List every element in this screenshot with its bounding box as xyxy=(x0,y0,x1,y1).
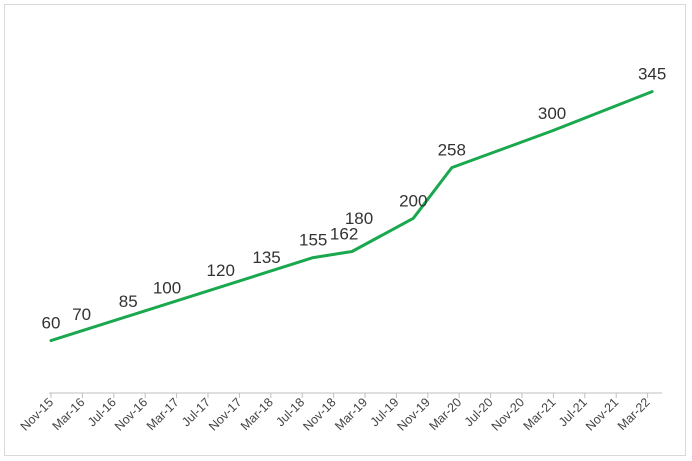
x-tick-label: Nov-17 xyxy=(206,395,244,433)
x-tick-label: Mar-16 xyxy=(50,395,88,433)
data-label: 60 xyxy=(42,314,61,333)
series-line xyxy=(49,90,654,343)
x-tick-label: Mar-18 xyxy=(238,395,276,433)
data-label: 162 xyxy=(330,224,358,243)
x-tick-label: Nov-19 xyxy=(395,395,433,433)
data-label: 85 xyxy=(119,292,138,311)
x-tick-label: Nov-16 xyxy=(112,395,150,433)
x-tick-label: Mar-19 xyxy=(332,395,370,433)
data-label: 258 xyxy=(438,141,466,160)
x-tick-label: Nov-15 xyxy=(18,395,56,433)
data-label: 100 xyxy=(153,279,181,298)
x-tick-label: Mar-22 xyxy=(615,395,653,433)
data-label: 200 xyxy=(399,191,427,210)
x-tick-label: Mar-17 xyxy=(144,395,182,433)
data-label: 180 xyxy=(345,209,373,228)
data-label: 70 xyxy=(72,305,91,324)
data-label: 155 xyxy=(299,231,327,250)
data-label: 135 xyxy=(252,248,280,267)
data-label: 300 xyxy=(538,104,566,123)
x-tick-label: Nov-21 xyxy=(583,395,621,433)
chart-frame xyxy=(4,4,686,456)
data-label: 345 xyxy=(638,65,666,84)
x-tick-label: Nov-18 xyxy=(300,395,338,433)
x-tick-label: Mar-21 xyxy=(521,395,559,433)
x-tick-label: Nov-20 xyxy=(489,395,527,433)
data-label: 120 xyxy=(207,261,235,280)
x-tick-label: Mar-20 xyxy=(426,395,464,433)
